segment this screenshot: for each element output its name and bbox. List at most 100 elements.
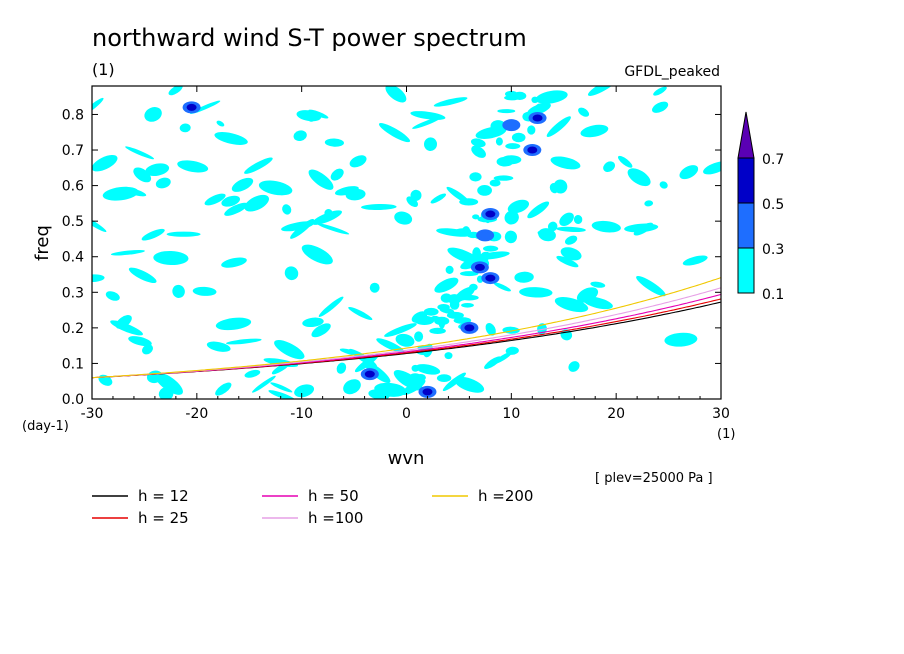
power-patch	[244, 369, 261, 378]
power-patch	[204, 193, 226, 206]
power-patch	[664, 332, 698, 347]
power-patch	[550, 156, 581, 170]
power-patch	[497, 109, 516, 114]
power-peak	[527, 146, 538, 154]
power-patch	[505, 143, 521, 150]
power-patch	[454, 228, 472, 235]
colorbar-label: 0.5	[762, 197, 784, 213]
axis-ticks: -30 -20 -10 0 10 20 30 0.0 0.1 0.2 0.3 0.4 0.5 0.6 0.7…	[62, 86, 730, 422]
power-patch	[258, 180, 293, 196]
power-patch	[290, 218, 315, 239]
power-patch	[361, 203, 397, 211]
y-axis-label: freq	[32, 225, 53, 261]
power-peak	[506, 121, 517, 129]
power-patch	[141, 228, 165, 241]
power-patch	[549, 183, 559, 194]
power-peak	[364, 370, 375, 378]
power-patch	[270, 382, 293, 393]
power-peak	[464, 324, 475, 332]
power-patch	[349, 155, 367, 168]
power-patch	[446, 311, 464, 319]
power-patch	[414, 315, 435, 325]
power-patch	[505, 90, 518, 98]
power-patch	[470, 138, 486, 148]
power-patch	[378, 123, 411, 143]
power-patch	[472, 247, 481, 259]
power-patch	[215, 317, 252, 331]
power-patch	[580, 124, 609, 138]
dispersion-curve	[92, 277, 721, 379]
power-patch	[158, 387, 174, 399]
colorbar-extend	[737, 111, 755, 159]
power-patch	[385, 86, 407, 103]
legend-label: h = 12	[138, 487, 189, 505]
power-patch	[445, 265, 454, 274]
power-patch	[368, 389, 390, 399]
power-patch	[554, 297, 589, 313]
power-patch	[423, 137, 438, 151]
power-patch	[345, 188, 366, 201]
power-patch	[192, 286, 217, 296]
power-patch	[125, 146, 155, 160]
x-axis-label: wvn	[388, 448, 425, 469]
power-patch	[507, 199, 530, 214]
power-patch	[145, 163, 170, 177]
power-patch	[495, 137, 503, 146]
power-patch	[504, 210, 519, 225]
power-patch	[568, 361, 580, 372]
power-patch	[471, 145, 486, 158]
power-patch	[627, 168, 651, 187]
power-patch	[556, 255, 579, 268]
power-patch	[293, 130, 307, 141]
power-patch	[547, 221, 558, 232]
x-tick-label: 30	[712, 406, 730, 422]
colorbar-label: 0.7	[762, 152, 784, 168]
power-patch	[274, 340, 305, 360]
y-tick-label: 0.1	[62, 356, 84, 372]
power-patch	[653, 86, 667, 96]
power-patch	[308, 109, 329, 119]
power-patch	[348, 306, 373, 321]
power-patch	[92, 97, 104, 115]
power-patch	[587, 86, 619, 97]
power-patch	[538, 228, 556, 242]
power-patch	[153, 250, 189, 266]
power-patch	[459, 198, 479, 206]
power-patch	[483, 245, 499, 252]
power-patch	[454, 376, 485, 393]
x-tick-label: -20	[185, 406, 208, 422]
power-patch	[624, 223, 659, 233]
power-patch	[511, 132, 526, 143]
power-patch	[496, 156, 514, 167]
power-patch	[485, 323, 496, 336]
power-patch	[469, 172, 482, 182]
power-patch	[578, 107, 590, 117]
power-patch	[172, 284, 185, 298]
power-patch	[336, 362, 347, 374]
power-patch	[469, 283, 478, 291]
power-patch	[120, 187, 147, 197]
power-patch	[144, 107, 162, 122]
power-patch	[142, 344, 153, 355]
y-tick-label: 0.5	[62, 214, 84, 230]
x-tick-label: -10	[290, 406, 313, 422]
dispersion-curve	[92, 287, 721, 379]
power-patch	[493, 175, 514, 181]
power-patch	[369, 282, 380, 293]
power-patch	[216, 120, 225, 127]
power-patch	[206, 341, 231, 352]
legend-label: h =100	[308, 509, 363, 527]
power-patch	[308, 169, 334, 190]
power-patch	[311, 323, 331, 338]
power-patch	[343, 379, 361, 395]
y-tick-label: 0.2	[62, 321, 84, 337]
power-peak	[480, 231, 491, 239]
colorbar-label: 0.1	[762, 287, 784, 303]
y-tick-label: 0.3	[62, 285, 84, 301]
power-patch	[231, 177, 254, 192]
y-tick-label: 0.0	[62, 392, 84, 408]
subtitle-left: (1)	[92, 60, 115, 79]
power-patch	[436, 374, 452, 382]
power-peak	[422, 388, 433, 396]
power-patch	[437, 304, 450, 311]
